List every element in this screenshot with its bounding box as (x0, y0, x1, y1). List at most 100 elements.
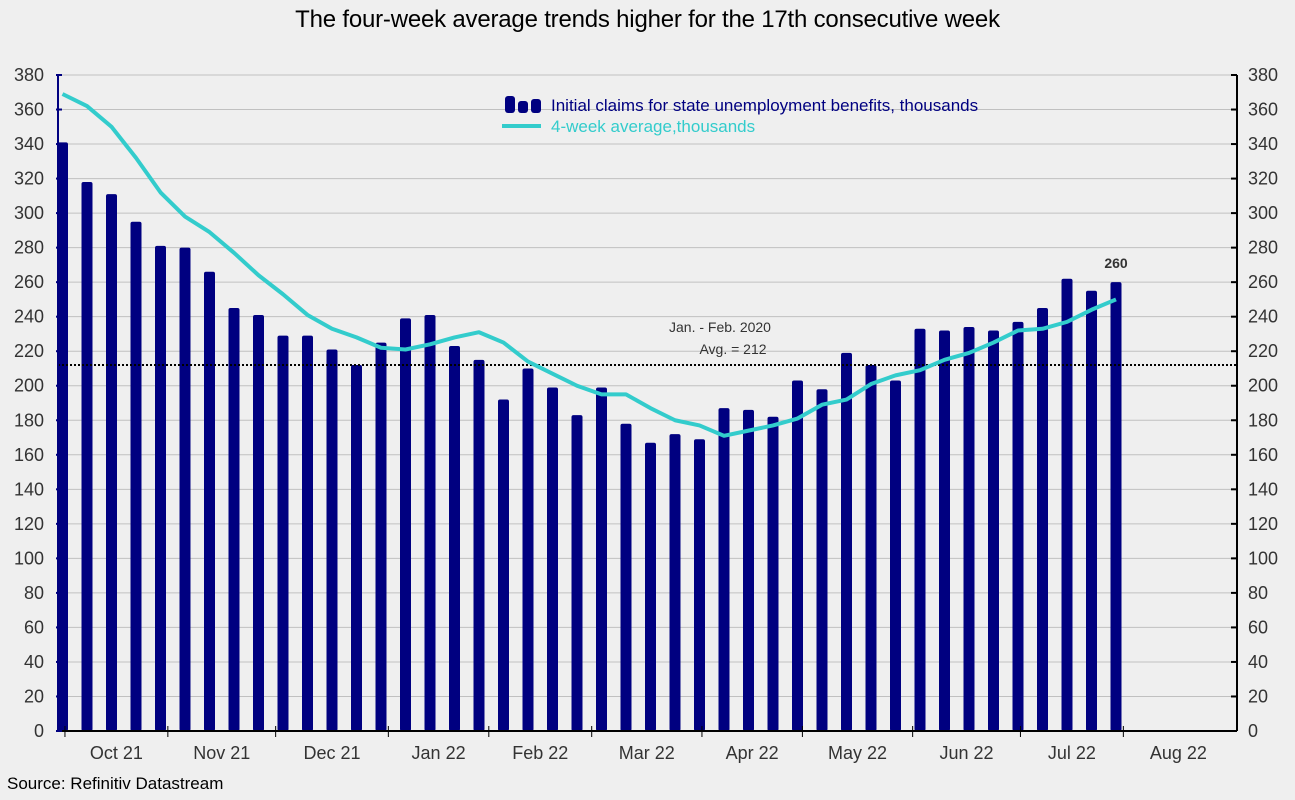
legend: Initial claims for state unemployment be… (502, 96, 978, 136)
source-note: Source: Refinitiv Datastream (7, 774, 224, 793)
y-tick-label-right: 260 (1248, 272, 1278, 292)
legend-label-claims: Initial claims for state unemployment be… (551, 96, 978, 115)
y-tick-label-right: 300 (1248, 203, 1278, 223)
y-tick-label-left: 280 (14, 238, 44, 258)
bar (1037, 308, 1048, 731)
y-tick-label-right: 100 (1248, 548, 1278, 568)
bar (155, 245, 166, 731)
y-tick-label-right: 200 (1248, 376, 1278, 396)
bar (620, 423, 632, 731)
y-tick-label-left: 140 (14, 479, 44, 499)
reference-annotation-line1: Jan. - Feb. 2020 (669, 319, 771, 335)
data-labels: 260 (1104, 255, 1128, 271)
x-tick-label: Mar 22 (619, 743, 675, 763)
y-tick-label-left: 360 (14, 100, 44, 120)
y-tick-label-right: 180 (1248, 410, 1278, 430)
y-tick-label-left: 240 (14, 307, 44, 327)
y-tick-label-right: 320 (1248, 169, 1278, 189)
y-axis-left: 0 20 40 60 80 100 120 140 160 180 200 220 240 260 280 3… (14, 65, 62, 741)
bar (1086, 290, 1097, 731)
y-tick-label-right: 80 (1248, 583, 1268, 603)
bar (277, 335, 289, 731)
bar (865, 365, 877, 731)
reference-annotation-line2: Avg. = 212 (699, 341, 766, 357)
bar (669, 434, 681, 731)
y-tick-label-right: 340 (1248, 134, 1278, 154)
y-tick-label-right: 140 (1248, 479, 1278, 499)
bar (988, 330, 999, 731)
y-tick-label-left: 20 (24, 686, 44, 706)
bar (351, 365, 362, 731)
bar (547, 387, 558, 731)
bar (253, 314, 264, 731)
y-tick-label-left: 260 (14, 272, 44, 292)
y-tick-label-right: 40 (1248, 652, 1268, 672)
line-series (61, 92, 1117, 438)
bar (571, 415, 583, 731)
y-tick-label-left: 340 (14, 134, 44, 154)
y-axis-right: 0 20 40 60 80 100 120 140 160 180 200 220 240 260 280 3… (1231, 65, 1278, 741)
bar (963, 327, 975, 731)
y-tick-label-left: 180 (14, 410, 44, 430)
y-tick-label-right: 120 (1248, 514, 1278, 534)
y-tick-label-right: 160 (1248, 445, 1278, 465)
bar (841, 352, 852, 731)
x-tick-label: Jun 22 (940, 743, 994, 763)
y-tick-label-left: 160 (14, 445, 44, 465)
bar (228, 308, 240, 731)
x-tick-label: Jan 22 (412, 743, 466, 763)
bar (596, 387, 607, 731)
bar (694, 439, 705, 731)
bar (473, 359, 485, 731)
y-tick-label-right: 360 (1248, 100, 1278, 120)
bar (424, 314, 436, 731)
x-tick-label: Nov 21 (193, 743, 250, 763)
bar (400, 318, 411, 731)
data-label: 260 (1104, 255, 1128, 271)
y-tick-label-left: 220 (14, 341, 44, 361)
y-tick-label-left: 0 (34, 721, 44, 741)
bar (498, 399, 509, 731)
y-tick-label-right: 240 (1248, 307, 1278, 327)
x-tick-label: May 22 (828, 743, 887, 763)
y-tick-label-left: 200 (14, 376, 44, 396)
x-tick-label: Apr 22 (726, 743, 779, 763)
x-tick-label: Jul 22 (1048, 743, 1096, 763)
bar (1110, 282, 1122, 731)
y-tick-label-right: 220 (1248, 341, 1278, 361)
bar (130, 221, 142, 731)
bar (375, 342, 387, 731)
bar (743, 409, 754, 731)
axes (57, 75, 1238, 732)
y-tick-label-left: 120 (14, 514, 44, 534)
bar (816, 389, 828, 731)
x-tick-label: Aug 22 (1150, 743, 1207, 763)
x-tick-label: Feb 22 (512, 743, 568, 763)
y-tick-label-right: 0 (1248, 721, 1258, 741)
y-tick-label-left: 300 (14, 203, 44, 223)
y-tick-label-right: 280 (1248, 238, 1278, 258)
bar-series (57, 142, 1122, 732)
y-tick-label-left: 320 (14, 169, 44, 189)
bar (767, 416, 779, 731)
y-tick-label-right: 20 (1248, 686, 1268, 706)
chart-title: The four-week average trends higher for … (295, 6, 1000, 33)
bar (1061, 278, 1073, 731)
bar (326, 349, 338, 731)
y-tick-label-left: 40 (24, 652, 44, 672)
legend-bar-swatch (505, 96, 541, 113)
y-tick-label-left: 60 (24, 617, 44, 637)
x-tick-label: Dec 21 (303, 743, 360, 763)
y-tick-label-right: 380 (1248, 65, 1278, 85)
bar (302, 335, 313, 731)
bar (81, 182, 93, 731)
y-tick-label-left: 100 (14, 548, 44, 568)
bar (718, 408, 730, 731)
bar (645, 442, 656, 731)
y-tick-label-left: 80 (24, 583, 44, 603)
bar (792, 380, 803, 731)
bar (449, 346, 460, 731)
x-tick-label: Oct 21 (90, 743, 143, 763)
average-line (61, 92, 1117, 438)
